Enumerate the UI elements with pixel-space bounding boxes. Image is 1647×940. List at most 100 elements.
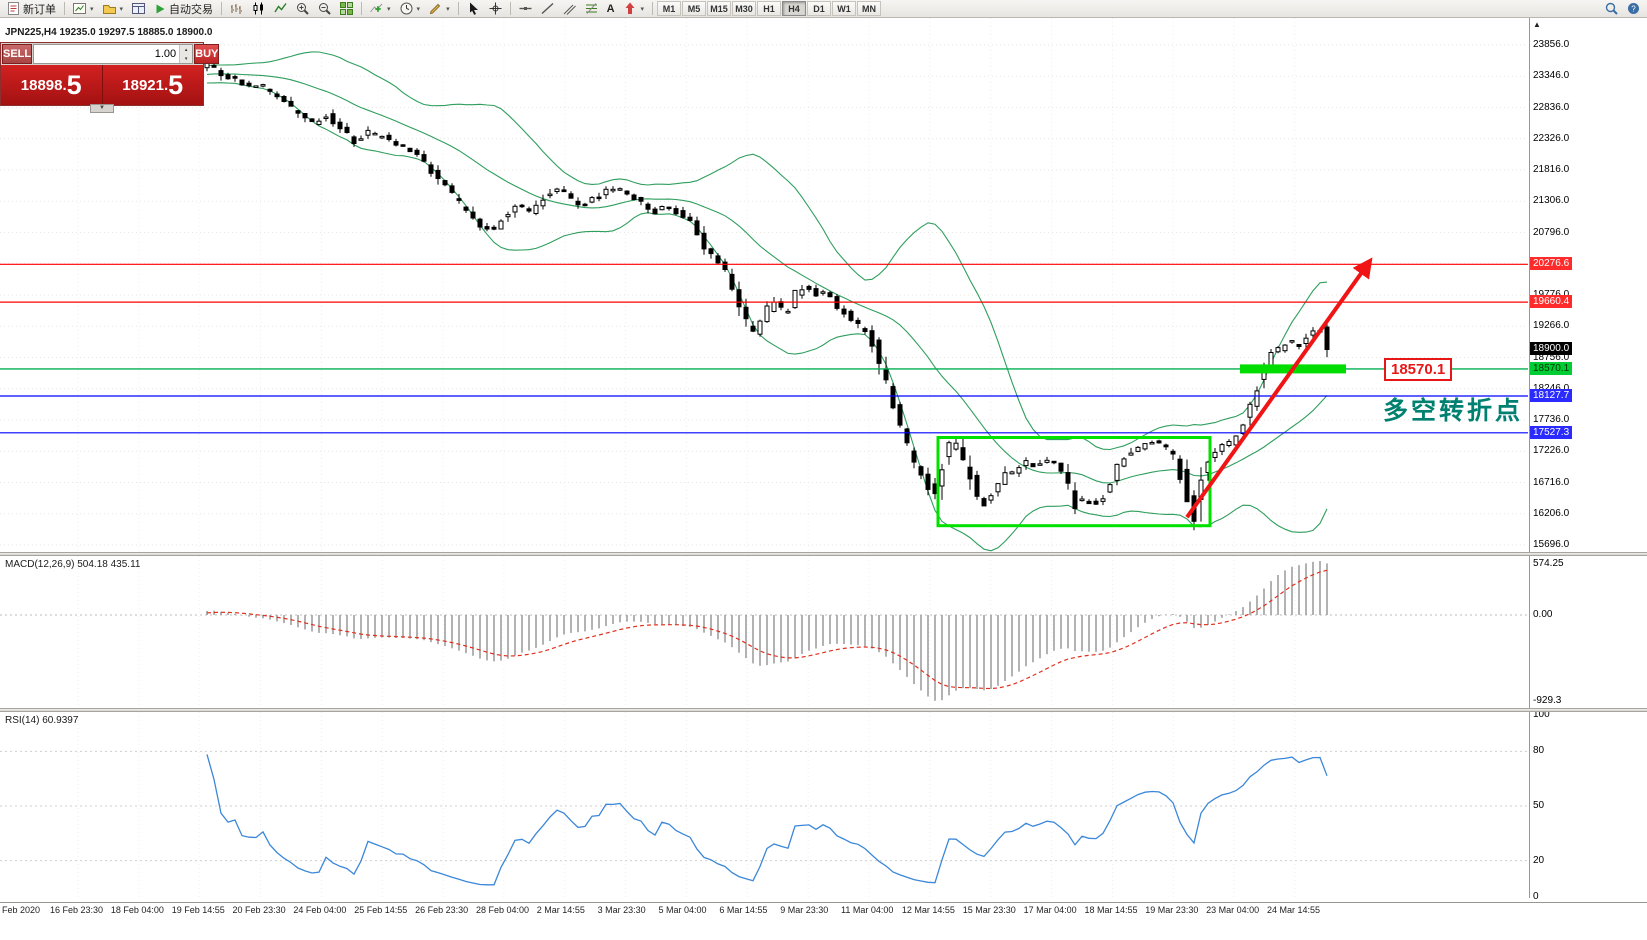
price-axis-label: 22326.0 xyxy=(1533,132,1570,144)
timeframe-m5[interactable]: M5 xyxy=(682,1,707,16)
price-axis-label: 22836.0 xyxy=(1533,101,1570,113)
time-axis-label: 26 Feb 23:30 xyxy=(415,905,469,915)
arrows-tool-button[interactable]: ▾ xyxy=(620,1,649,17)
chevron-down-icon: ▾ xyxy=(387,5,391,13)
channel-tool-button[interactable] xyxy=(559,1,580,17)
chart-ohlc-header: JPN225,H4 19235.0 19297.5 18885.0 18900.… xyxy=(5,27,213,38)
timeframe-h4[interactable]: H4 xyxy=(782,1,807,16)
price-axis-label: 19776.0 xyxy=(1533,289,1569,301)
indicators-button[interactable]: ▾ xyxy=(366,1,395,17)
terminal-window-icon xyxy=(132,2,146,15)
macd-canvas[interactable] xyxy=(0,556,1530,708)
price-axis-label: 16206.0 xyxy=(1533,507,1570,519)
volume-input[interactable] xyxy=(34,45,180,63)
cursor-icon xyxy=(467,2,480,15)
buy-price[interactable]: 18921. 5 xyxy=(102,65,203,105)
fibonacci-tool-button[interactable] xyxy=(581,1,602,17)
candlestick-chart-icon xyxy=(252,2,265,15)
volume-up-button[interactable]: ▴ xyxy=(180,45,193,54)
autotrading-button[interactable]: 自动交易 xyxy=(150,1,217,17)
time-axis-label: 19 Feb 14:55 xyxy=(171,905,225,915)
toolbar-separator xyxy=(64,2,65,15)
timeframe-h1[interactable]: H1 xyxy=(757,1,782,16)
candlestick-chart-button[interactable] xyxy=(248,1,269,17)
timeframe-m15[interactable]: M15 xyxy=(707,1,732,16)
text-tool-icon: A xyxy=(606,2,615,15)
volume-spinner: ▴ ▾ xyxy=(179,45,193,63)
panel-splitter[interactable] xyxy=(0,708,1647,712)
price-axis-label: 17736.0 xyxy=(1533,414,1570,425)
price-axis-label: 21816.0 xyxy=(1533,164,1570,175)
sell-button[interactable]: SELL xyxy=(2,44,33,64)
time-axis-label: 24 Mar 14:55 xyxy=(1267,905,1321,915)
trendline-tool-button[interactable] xyxy=(537,1,558,17)
timeframe-d1[interactable]: D1 xyxy=(807,1,832,16)
timeframe-w1[interactable]: W1 xyxy=(832,1,857,16)
time-axis-label: 16 Feb 23:30 xyxy=(50,905,104,915)
price-axis-label: 15696.0 xyxy=(1533,539,1570,550)
sell-price[interactable]: 18898. 5 xyxy=(1,65,103,105)
chevron-down-icon: ▾ xyxy=(416,5,421,13)
line-chart-button[interactable] xyxy=(270,1,291,17)
new-order-button[interactable]: 新订单 xyxy=(3,1,60,17)
price-axis-tag: 17527.3 xyxy=(1530,425,1573,439)
price-axis[interactable] xyxy=(1530,18,1647,902)
buy-price-main: 18921. xyxy=(122,76,169,94)
help-button[interactable]: ? xyxy=(1623,1,1644,17)
macd-indicator-label: MACD(12,26,9) 504.18 435.11 xyxy=(5,559,141,570)
crosshair-tool-button[interactable] xyxy=(485,1,506,17)
crosshair-icon xyxy=(489,2,502,15)
turning-point-annotation[interactable]: 多空转折点 xyxy=(1383,396,1524,425)
cursor-tool-button[interactable] xyxy=(463,1,484,17)
search-button[interactable] xyxy=(1601,1,1622,17)
terminal-window-button[interactable] xyxy=(128,1,149,17)
zoom-in-button[interactable] xyxy=(292,1,313,17)
chevron-down-icon: ▾ xyxy=(119,5,124,13)
price-axis-label: 20796.0 xyxy=(1533,226,1570,238)
tile-windows-button[interactable] xyxy=(336,1,357,17)
fibonacci-icon xyxy=(585,2,598,15)
bar-chart-button[interactable] xyxy=(226,1,247,17)
axis-scroll-up-icon[interactable]: ▲ xyxy=(1533,20,1541,29)
autotrading-label: 自动交易 xyxy=(169,3,214,16)
timeframe-mn[interactable]: MN xyxy=(857,1,882,16)
toolbar-separator xyxy=(361,2,363,15)
toolbar-separator xyxy=(221,2,223,15)
time-axis-label: 12 Mar 14:55 xyxy=(901,905,955,915)
time-axis-label: 20 Feb 23:30 xyxy=(232,905,286,915)
text-tool-button[interactable]: A xyxy=(603,1,619,17)
zoom-out-button[interactable] xyxy=(314,1,335,17)
price-chart-canvas[interactable] xyxy=(0,18,1530,552)
profiles-button[interactable]: ▾ xyxy=(99,1,128,17)
toolbar-separator xyxy=(652,2,654,15)
zoom-in-icon xyxy=(296,2,309,15)
new-chart-button[interactable]: ▾ xyxy=(69,1,98,17)
toolbar-separator xyxy=(509,2,511,15)
volume-down-button[interactable]: ▾ xyxy=(180,54,193,63)
timeframe-m30[interactable]: M30 xyxy=(732,1,757,16)
templates-button[interactable]: ▾ xyxy=(425,1,454,17)
panel-collapse-handle[interactable]: ▼ xyxy=(90,104,114,113)
help-icon: ? xyxy=(1627,2,1640,15)
toolbar: 新订单 ▾ ▾ 自动交易 xyxy=(0,0,1647,18)
timeframe-m1[interactable]: M1 xyxy=(657,1,682,16)
time-axis-label: 17 Mar 04:00 xyxy=(1023,905,1077,915)
time-axis[interactable] xyxy=(0,903,1647,940)
periods-button[interactable]: ▾ xyxy=(396,1,425,17)
time-axis-label: 15 Mar 23:30 xyxy=(962,905,1016,915)
panel-splitter[interactable] xyxy=(0,552,1647,556)
time-axis-label: 28 Feb 04:00 xyxy=(475,905,529,915)
rsi-canvas[interactable] xyxy=(0,712,1530,898)
price-axis-label: 23346.0 xyxy=(1533,70,1570,82)
price-axis-tag: 18570.1 xyxy=(1530,361,1573,375)
level-price-tag[interactable]: 18570.1 xyxy=(1384,357,1453,381)
profiles-folder-icon xyxy=(102,2,116,15)
time-axis-label: 18 Mar 14:55 xyxy=(1084,905,1138,915)
toolbar-separator xyxy=(457,2,459,15)
rsi-axis-label: 20 xyxy=(1533,854,1545,866)
horizontal-line-tool-button[interactable] xyxy=(515,1,536,17)
price-axis-label: 19266.0 xyxy=(1533,320,1570,332)
autotrading-play-icon xyxy=(154,3,166,15)
buy-button[interactable]: BUY xyxy=(194,44,220,64)
